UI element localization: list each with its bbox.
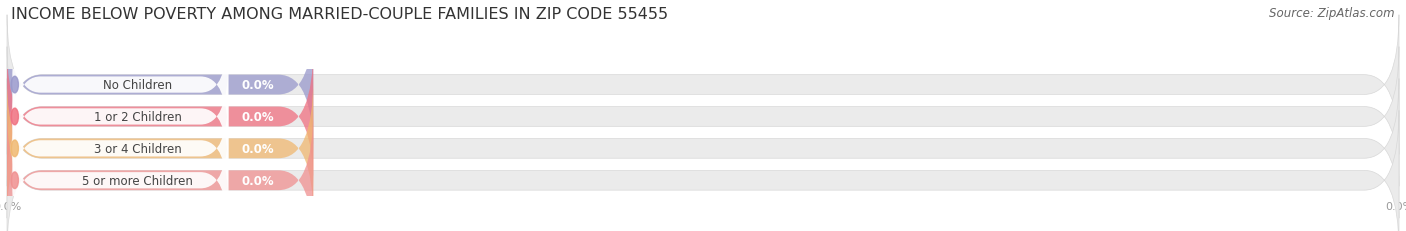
FancyBboxPatch shape bbox=[13, 61, 228, 172]
Text: INCOME BELOW POVERTY AMONG MARRIED-COUPLE FAMILIES IN ZIP CODE 55455: INCOME BELOW POVERTY AMONG MARRIED-COUPL… bbox=[11, 7, 668, 22]
FancyBboxPatch shape bbox=[7, 16, 1399, 155]
Text: 0.0%: 0.0% bbox=[242, 79, 274, 92]
FancyBboxPatch shape bbox=[7, 111, 314, 231]
Text: Source: ZipAtlas.com: Source: ZipAtlas.com bbox=[1270, 7, 1395, 20]
FancyBboxPatch shape bbox=[13, 93, 228, 204]
FancyBboxPatch shape bbox=[7, 47, 314, 186]
Circle shape bbox=[11, 172, 18, 189]
Circle shape bbox=[11, 109, 18, 125]
FancyBboxPatch shape bbox=[7, 79, 1399, 218]
Circle shape bbox=[11, 77, 18, 94]
Text: 0.0%: 0.0% bbox=[242, 142, 274, 155]
FancyBboxPatch shape bbox=[7, 16, 314, 155]
Text: 1 or 2 Children: 1 or 2 Children bbox=[94, 110, 181, 123]
Text: No Children: No Children bbox=[103, 79, 173, 92]
Circle shape bbox=[11, 140, 18, 157]
Text: 5 or more Children: 5 or more Children bbox=[83, 174, 193, 187]
FancyBboxPatch shape bbox=[13, 125, 228, 231]
FancyBboxPatch shape bbox=[7, 79, 314, 218]
FancyBboxPatch shape bbox=[13, 30, 228, 141]
FancyBboxPatch shape bbox=[7, 47, 1399, 186]
Text: 0.0%: 0.0% bbox=[242, 174, 274, 187]
FancyBboxPatch shape bbox=[7, 111, 1399, 231]
Text: 3 or 4 Children: 3 or 4 Children bbox=[94, 142, 181, 155]
Text: 0.0%: 0.0% bbox=[242, 110, 274, 123]
